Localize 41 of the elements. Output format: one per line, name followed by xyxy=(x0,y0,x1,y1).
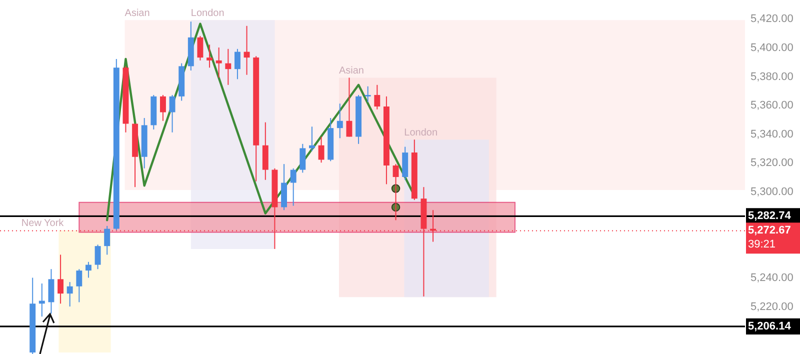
band-label: London xyxy=(190,8,224,20)
candlestick xyxy=(300,143,306,174)
y-tick-label: 5,360.00 xyxy=(750,100,794,112)
text: 39:21 xyxy=(748,238,776,251)
y-tick-label: 5,320.00 xyxy=(750,157,794,170)
y-tick-label: 5,380.00 xyxy=(750,70,794,83)
candlestick xyxy=(364,86,371,103)
candlestick xyxy=(244,25,250,76)
band-label: London xyxy=(404,128,438,139)
candlestick xyxy=(169,94,176,133)
candlestick xyxy=(160,94,166,122)
candlestick xyxy=(197,35,204,61)
candlestick xyxy=(374,84,380,110)
candlestick xyxy=(290,168,296,206)
band-label: Asian xyxy=(124,8,150,20)
candlestick xyxy=(94,244,101,270)
candlestick xyxy=(225,48,232,86)
band-label: Asian xyxy=(338,66,364,77)
candlestick xyxy=(216,46,222,78)
candlestick xyxy=(318,136,324,164)
candlestick xyxy=(76,268,82,303)
y-tick-label: 5,220.00 xyxy=(750,301,794,314)
ref-line-label: 5,272.67 xyxy=(748,224,791,237)
candlestick xyxy=(48,268,54,314)
candlestick xyxy=(58,254,64,304)
y-tick-label: 5,400.00 xyxy=(750,42,794,54)
candlestick xyxy=(206,44,213,68)
candlestick xyxy=(85,261,92,278)
candlestick xyxy=(336,103,343,139)
candlestick xyxy=(104,225,110,256)
candlestick xyxy=(392,164,399,221)
ref-line-label: 5,206.14 xyxy=(748,320,792,332)
candlestick xyxy=(66,282,73,308)
candlestick xyxy=(234,48,240,80)
candlestick xyxy=(346,77,352,138)
ref-line-label: 5,282.74 xyxy=(748,210,792,222)
y-tick-label: 5,300.00 xyxy=(750,186,794,198)
y-tick-label: 5,340.00 xyxy=(750,128,794,140)
band-label: New York xyxy=(21,218,65,230)
y-tick-label: 5,420.00 xyxy=(750,13,794,26)
y-tick-label: 5,240.00 xyxy=(750,272,794,284)
